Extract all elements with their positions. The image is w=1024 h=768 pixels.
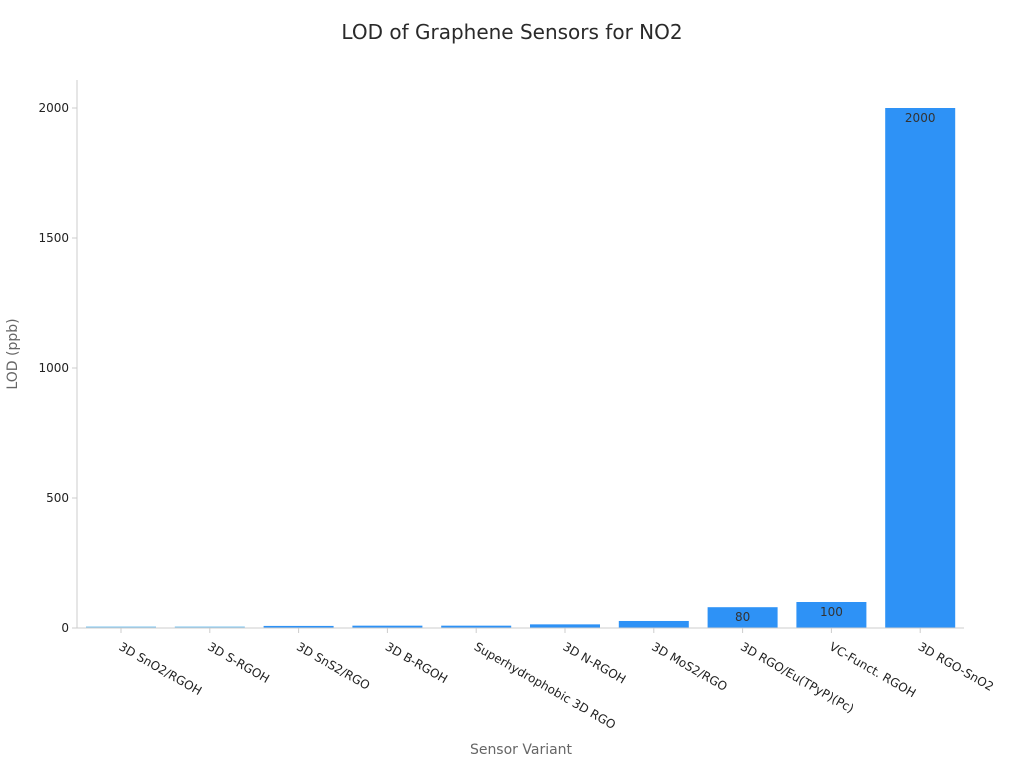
bar[interactable]: [618, 620, 689, 628]
bar-data-label: 100: [820, 605, 843, 619]
x-tick-label: Superhydrophobic 3D RGO: [472, 639, 618, 732]
bar[interactable]: [263, 625, 334, 628]
x-tick-label: 3D B-RGOH: [383, 639, 450, 686]
y-tick-label: 1500: [38, 231, 69, 245]
x-tick-label: VC-Funct. RGOH: [827, 639, 918, 700]
y-tick-label: 0: [61, 621, 69, 635]
x-axis-title: Sensor Variant: [469, 742, 573, 758]
axes-group: 3D SnO2/RGOH 3D S-RGOH 3D SnS2/RGO 3D B-RGO…: [38, 80, 996, 732]
bar[interactable]: [86, 626, 156, 629]
x-tick-label: 3D SnS2/RGO: [294, 639, 372, 692]
bar[interactable]: [174, 626, 245, 629]
y-tick-label: 2000: [38, 101, 69, 115]
data-labels-group: 80 100 2000: [735, 111, 936, 624]
bar[interactable]: [441, 625, 512, 628]
x-tick-label: 3D SnO2/RGOH: [117, 639, 205, 698]
bar[interactable]: [352, 625, 423, 628]
bar[interactable]: [885, 108, 956, 628]
x-tick-label: 3D S-RGOH: [205, 639, 272, 685]
bar[interactable]: [707, 607, 778, 628]
x-tick-label: 3D N-RGOH: [561, 639, 629, 686]
bars-group: [86, 108, 956, 629]
y-tick-label: 1000: [38, 361, 69, 375]
bar[interactable]: [530, 624, 600, 628]
chart-title: LOD of Graphene Sensors for NO2: [341, 20, 683, 44]
bar[interactable]: [796, 602, 867, 628]
x-tick-label: 3D MoS2/RGO: [649, 639, 729, 694]
x-tick-label: 3D RGO-SnO2: [916, 639, 996, 693]
bar-data-label: 2000: [905, 111, 936, 125]
y-tick-label: 500: [46, 491, 69, 505]
bar-data-label: 80: [735, 610, 750, 624]
